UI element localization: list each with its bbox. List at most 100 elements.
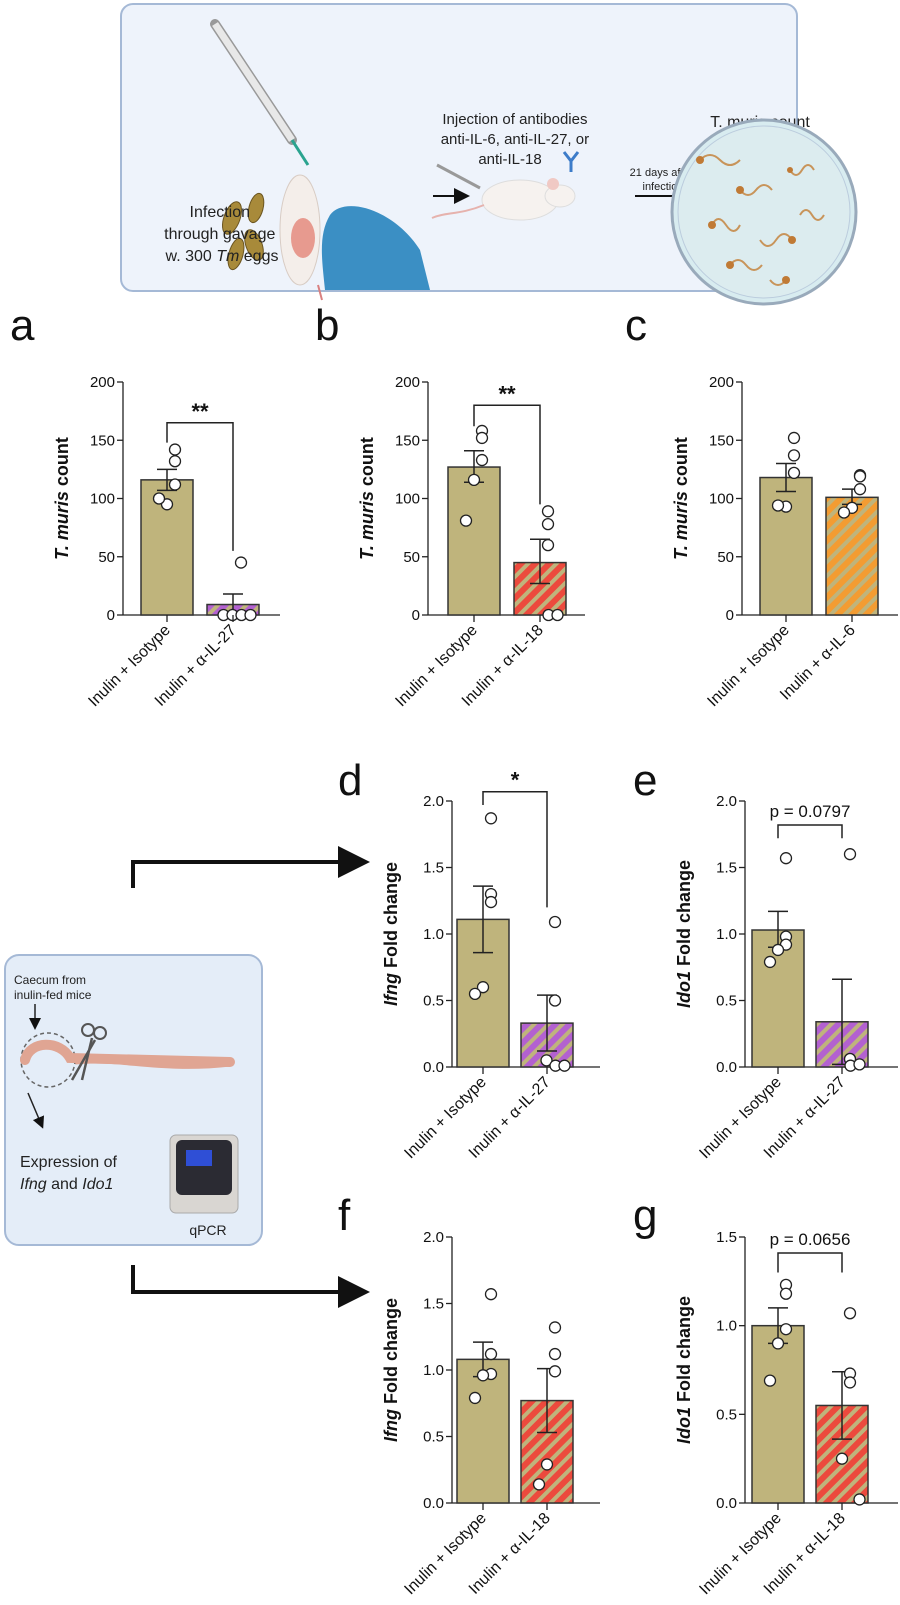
data-point (843, 1307, 857, 1320)
y-tick-label: 0.0 (716, 1059, 737, 1076)
significance-bracket (777, 1252, 843, 1273)
data-point (787, 449, 801, 462)
y-axis-label: T. muris count (357, 437, 377, 560)
bar (825, 496, 879, 616)
data-point (468, 987, 482, 1000)
scissors-icon (70, 1023, 107, 1081)
y-tick-label: 1.5 (716, 860, 737, 877)
data-point (548, 915, 562, 929)
panel-letter: c (625, 301, 647, 350)
data-point (551, 608, 564, 622)
data-point (548, 1321, 562, 1334)
y-tick-label: 0 (107, 607, 115, 624)
bar (751, 1324, 805, 1504)
panel-letter: d (338, 756, 362, 805)
data-point (476, 981, 490, 994)
arrow-to-panel-d-icon (131, 846, 370, 888)
y-tick-label: 50 (403, 549, 420, 566)
bar (447, 466, 501, 616)
data-point (558, 1059, 571, 1072)
y-tick-label: 1.0 (423, 926, 444, 943)
data-point (779, 852, 793, 865)
y-tick-label: 200 (90, 374, 115, 391)
data-point (763, 955, 777, 969)
data-point (467, 473, 481, 487)
data-point (168, 455, 182, 468)
mouse-icon (431, 163, 576, 221)
data-point (234, 556, 248, 569)
data-point (540, 1054, 553, 1067)
data-point (843, 1376, 857, 1389)
y-tick-label: 1.0 (716, 926, 737, 943)
caecum-intestine-icon (20, 1039, 235, 1069)
y-tick-label: 100 (395, 491, 420, 508)
y-tick-label: 1.0 (423, 1362, 444, 1379)
data-point (843, 848, 857, 861)
bar (759, 476, 813, 616)
data-point (853, 470, 867, 483)
data-point (853, 1058, 866, 1071)
data-point (787, 466, 801, 480)
infection-caption: Infection through gavage w. 300 Tm eggs (164, 204, 280, 265)
y-tick-label: 100 (90, 491, 115, 508)
data-point (837, 506, 851, 519)
gloved-hand-with-mouse-icon (279, 174, 430, 301)
qpcr-schematic: Caecum from inulin-fed mice Expression o… (4, 846, 370, 1308)
data-point (771, 943, 785, 957)
y-tick-label: 0.5 (423, 1429, 444, 1446)
data-point (779, 1287, 793, 1300)
x-tick-label: Inulin + Isotype (704, 622, 793, 711)
chart-panel-c: c T. muris count 0 50 100 150 200 Inulin + Isot… (625, 301, 898, 710)
y-tick-label: 200 (709, 374, 734, 391)
data-point (548, 1365, 562, 1378)
y-tick-label: 1.5 (423, 1296, 444, 1313)
data-point (484, 812, 498, 825)
significance-bracket (482, 790, 548, 908)
y-tick-label: 1.5 (716, 1229, 737, 1246)
significance-label: p = 0.0656 (770, 1230, 851, 1249)
y-axis-label: T. muris count (671, 437, 691, 560)
data-point (476, 1369, 490, 1382)
data-point (168, 478, 182, 491)
experiment-schematic: Infection through gavage w. 300 Tm eggs … (120, 3, 858, 306)
y-tick-label: 150 (395, 432, 420, 449)
y-tick-label: 2.0 (423, 1229, 444, 1246)
y-axis-label: Ido1 Fold change (674, 860, 694, 1008)
petri-dish-with-worms-icon (670, 118, 858, 306)
y-tick-label: 150 (90, 432, 115, 449)
expression-caption: Expression of Ifng and Ido1 (20, 1154, 121, 1193)
data-point (835, 1452, 849, 1465)
significance-label: * (511, 768, 520, 793)
injection-caption: Injection of antibodies anti-IL-6, anti-… (441, 111, 594, 168)
data-point (484, 1288, 498, 1301)
panel-letter: e (633, 756, 657, 805)
significance-label: ** (191, 399, 209, 424)
caecum-caption: Caecum from inulin-fed mice (14, 973, 92, 1002)
data-point (541, 538, 555, 552)
y-tick-label: 0.0 (423, 1059, 444, 1076)
significance-bracket (473, 404, 541, 505)
data-point (853, 483, 867, 496)
y-axis-label: Ifng Fold change (381, 1298, 401, 1442)
data-point (168, 443, 182, 456)
y-axis-label: T. muris count (52, 437, 72, 560)
y-tick-label: 0.5 (716, 1406, 737, 1423)
y-tick-label: 1.5 (423, 860, 444, 877)
y-tick-label: 150 (709, 432, 734, 449)
y-tick-label: 1.0 (716, 1318, 737, 1335)
y-tick-label: 0.5 (423, 993, 444, 1010)
y-tick-label: 2.0 (423, 793, 444, 810)
y-tick-label: 50 (98, 549, 115, 566)
y-tick-label: 2.0 (716, 793, 737, 810)
small-arrow-icon (27, 1092, 45, 1129)
qpcr-machine-icon (169, 1134, 239, 1214)
panel-letter: f (338, 1191, 351, 1240)
data-point (244, 608, 257, 622)
